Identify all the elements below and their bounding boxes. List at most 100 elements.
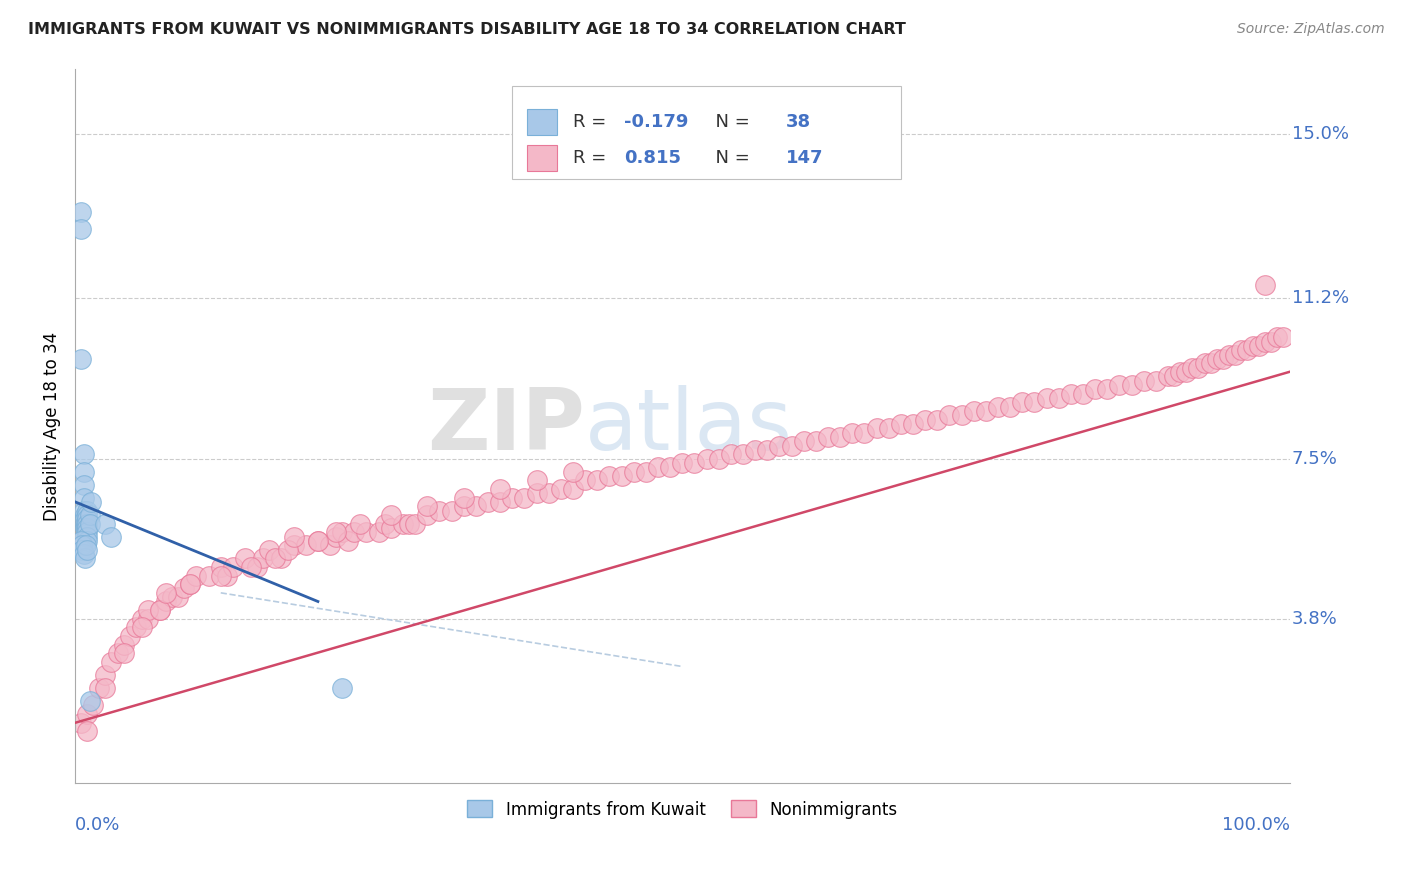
Point (1047, 391, 1070, 405)
Point (659, 460, 682, 475)
Text: 7.5%: 7.5% (1292, 450, 1339, 467)
Point (1187, 360, 1209, 375)
Point (853, 425, 876, 440)
Point (76, 533, 98, 548)
Point (1157, 369, 1180, 384)
Point (337, 533, 360, 548)
Point (1097, 382, 1119, 396)
Point (416, 499, 439, 513)
Point (72, 491, 94, 505)
Point (307, 533, 329, 548)
Point (252, 551, 274, 566)
Point (950, 408, 973, 422)
Point (186, 568, 208, 582)
Point (720, 447, 742, 461)
Point (623, 465, 645, 479)
Point (477, 495, 499, 509)
Point (270, 551, 292, 566)
Point (526, 473, 548, 487)
Point (610, 468, 633, 483)
Point (427, 503, 450, 517)
Point (513, 491, 536, 505)
Point (73, 512, 96, 526)
Point (453, 491, 475, 505)
Legend: Immigrants from Kuwait, Nonimmigrants: Immigrants from Kuwait, Nonimmigrants (461, 794, 904, 825)
Point (72, 477, 94, 491)
Point (264, 551, 287, 566)
Text: 0.815: 0.815 (624, 149, 681, 167)
Point (974, 404, 997, 418)
Point (325, 529, 347, 543)
Point (72, 447, 94, 461)
Point (73, 516, 96, 531)
Point (215, 568, 238, 582)
Text: R =: R = (574, 113, 612, 131)
Text: N =: N = (704, 113, 755, 131)
Point (963, 404, 986, 418)
Point (118, 629, 141, 643)
Text: Source: ZipAtlas.com: Source: ZipAtlas.com (1237, 22, 1385, 37)
Point (780, 438, 803, 452)
Point (131, 612, 153, 626)
Point (89, 681, 111, 695)
Point (100, 529, 122, 543)
Point (1194, 356, 1216, 370)
Point (537, 486, 560, 500)
Text: 100.0%: 100.0% (1222, 815, 1289, 834)
Point (246, 559, 269, 574)
Point (76, 516, 98, 531)
Point (75, 529, 97, 543)
Point (73, 551, 96, 566)
Point (1254, 278, 1277, 293)
Text: 38: 38 (786, 113, 811, 131)
Point (100, 655, 122, 669)
Point (209, 559, 232, 574)
Point (1121, 377, 1143, 392)
Point (131, 620, 153, 634)
Point (82, 698, 104, 713)
Point (1199, 356, 1222, 370)
Point (526, 486, 548, 500)
Point (914, 412, 936, 426)
Point (197, 568, 219, 582)
Point (1024, 395, 1046, 409)
Point (325, 525, 347, 540)
Point (240, 559, 263, 574)
Point (149, 603, 172, 617)
Point (76, 542, 98, 557)
Point (1212, 351, 1234, 366)
Text: atlas: atlas (585, 384, 793, 467)
Point (209, 568, 232, 582)
Point (277, 542, 299, 557)
Text: -0.179: -0.179 (624, 113, 689, 131)
Point (179, 577, 201, 591)
Point (453, 499, 475, 513)
Point (938, 408, 960, 422)
Point (173, 582, 195, 596)
Text: R =: R = (574, 149, 612, 167)
Point (125, 620, 148, 634)
Point (72, 465, 94, 479)
Point (70, 351, 93, 366)
Point (671, 456, 693, 470)
FancyBboxPatch shape (512, 87, 901, 179)
Point (72, 503, 94, 517)
Point (112, 638, 135, 652)
Point (380, 508, 402, 522)
Point (1181, 360, 1204, 375)
Point (94, 681, 117, 695)
Point (416, 508, 439, 522)
Point (307, 533, 329, 548)
Point (830, 430, 852, 444)
Point (1168, 365, 1191, 379)
Point (76, 508, 98, 522)
Point (70, 204, 93, 219)
Point (76, 525, 98, 540)
Point (574, 473, 596, 487)
Text: 11.2%: 11.2% (1292, 289, 1350, 307)
Point (155, 594, 177, 608)
Point (1071, 386, 1094, 401)
Point (1175, 365, 1198, 379)
Text: N =: N = (704, 149, 755, 167)
Point (696, 451, 718, 466)
